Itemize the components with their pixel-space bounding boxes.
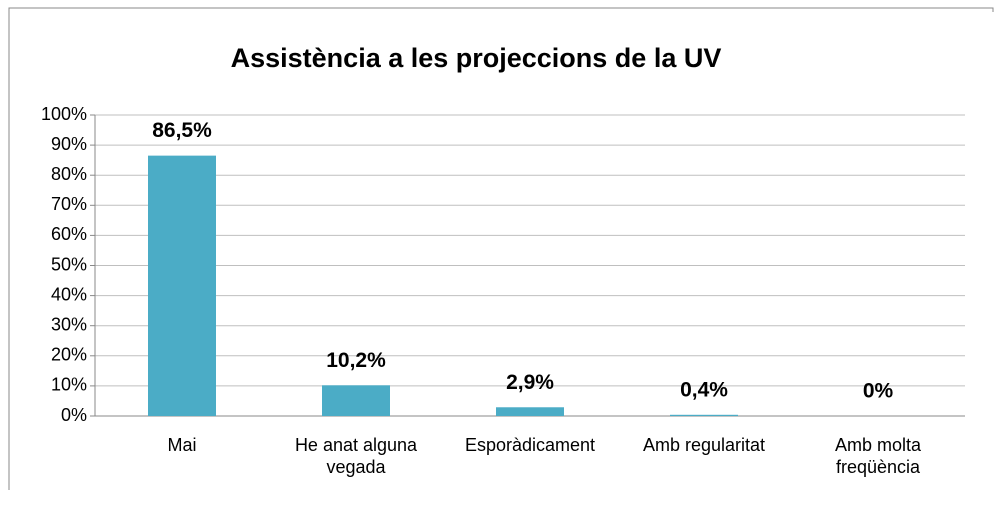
x-tick-label: Amb molta freqüència — [834, 435, 922, 477]
chart-title: Assistència a les projeccions de la UV — [231, 43, 722, 73]
x-tick-label: He anat alguna vegada — [294, 435, 418, 477]
y-tick-label: 90% — [51, 134, 87, 154]
bar — [670, 414, 738, 416]
bar — [496, 407, 564, 416]
x-tick-label: Esporàdicament — [464, 435, 596, 455]
y-tick-label: 50% — [51, 254, 87, 274]
data-label: 10,2% — [326, 349, 386, 372]
y-tick-label: 20% — [51, 345, 87, 365]
x-tick-label: Amb regularitat — [642, 435, 766, 455]
data-label: 0% — [863, 380, 894, 403]
chart-border — [8, 7, 994, 490]
bar — [322, 385, 390, 416]
y-tick-label: 70% — [51, 194, 87, 214]
y-tick-label: 0% — [61, 405, 87, 425]
data-label: 86,5% — [152, 119, 212, 142]
y-tick-label: 60% — [51, 224, 87, 244]
y-tick-label: 80% — [51, 164, 87, 184]
data-label: 0,4% — [680, 378, 728, 401]
y-tick-label: 30% — [51, 314, 87, 334]
data-label: 2,9% — [506, 371, 554, 394]
y-tick-label: 40% — [51, 284, 87, 304]
bar — [148, 155, 216, 416]
y-tick-label: 10% — [51, 375, 87, 395]
y-tick-label: 100% — [41, 104, 87, 124]
x-tick-label: Mai — [167, 435, 197, 455]
